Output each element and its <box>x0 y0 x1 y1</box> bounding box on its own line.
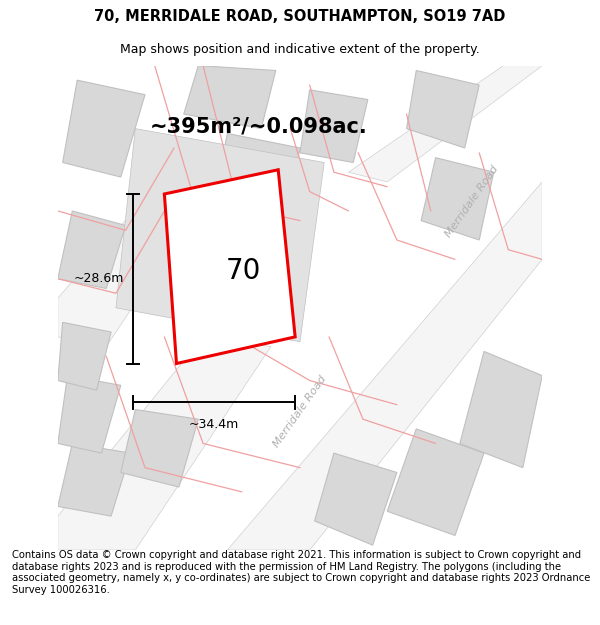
Polygon shape <box>58 211 125 289</box>
Polygon shape <box>421 158 494 240</box>
Polygon shape <box>58 187 203 346</box>
Polygon shape <box>300 90 368 162</box>
Polygon shape <box>407 71 479 148</box>
Polygon shape <box>121 409 198 487</box>
Text: ~28.6m: ~28.6m <box>74 272 124 285</box>
Polygon shape <box>58 376 121 453</box>
Polygon shape <box>58 337 271 550</box>
Text: 70: 70 <box>226 257 261 285</box>
Text: Merridale Road: Merridale Road <box>272 374 328 449</box>
Polygon shape <box>58 444 130 516</box>
Text: Map shows position and indicative extent of the property.: Map shows position and indicative extent… <box>120 42 480 56</box>
Polygon shape <box>164 170 295 364</box>
Polygon shape <box>58 322 111 390</box>
Polygon shape <box>184 66 276 129</box>
Polygon shape <box>349 66 542 182</box>
Polygon shape <box>62 80 145 177</box>
Polygon shape <box>387 429 484 536</box>
Polygon shape <box>227 182 542 550</box>
Text: Merridale Road: Merridale Road <box>443 164 500 239</box>
Text: 70, MERRIDALE ROAD, SOUTHAMPTON, SO19 7AD: 70, MERRIDALE ROAD, SOUTHAMPTON, SO19 7A… <box>94 9 506 24</box>
Polygon shape <box>218 133 300 196</box>
Polygon shape <box>460 351 542 468</box>
Polygon shape <box>116 129 324 342</box>
Polygon shape <box>314 453 397 545</box>
Text: Contains OS data © Crown copyright and database right 2021. This information is : Contains OS data © Crown copyright and d… <box>12 550 590 595</box>
Text: ~395m²/~0.098ac.: ~395m²/~0.098ac. <box>150 116 368 136</box>
Text: ~34.4m: ~34.4m <box>189 418 239 431</box>
